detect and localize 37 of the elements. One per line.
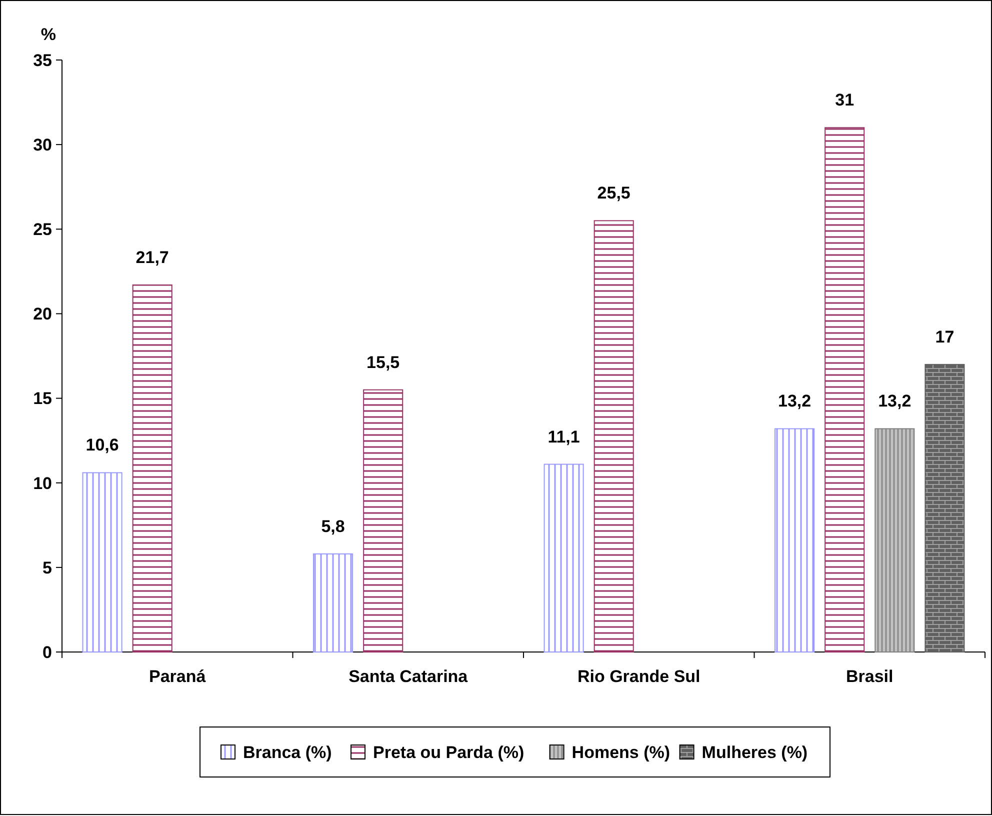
- data-label: 13,2: [878, 392, 912, 411]
- y-tick-label: 30: [33, 136, 52, 155]
- bar: [824, 127, 865, 652]
- legend-label: Preta ou Parda (%): [373, 742, 524, 762]
- bar: [82, 472, 122, 652]
- bar: [874, 428, 915, 652]
- bar: [594, 220, 634, 652]
- data-label: 10,6: [86, 436, 119, 455]
- data-label: 31: [835, 90, 854, 110]
- legend-label: Mulheres (%): [702, 742, 808, 762]
- y-tick-label: 5: [42, 558, 52, 578]
- data-label: 13,2: [778, 392, 812, 411]
- data-label: 15,5: [366, 352, 400, 372]
- legend-label: Homens (%): [572, 742, 670, 762]
- y-tick-label: 0: [42, 642, 52, 662]
- data-label: 25,5: [597, 184, 630, 203]
- y-tick-label: 15: [33, 389, 52, 408]
- x-tick-label: Brasil: [846, 667, 894, 686]
- y-tick-label: 35: [33, 50, 52, 70]
- bar: [132, 284, 172, 652]
- y-tick-label: 20: [33, 304, 52, 324]
- bar: [924, 364, 965, 652]
- y-axis-title: %: [40, 25, 56, 44]
- data-label: 11,1: [548, 427, 580, 446]
- bar: [774, 428, 815, 652]
- y-tick-label: 25: [33, 220, 52, 240]
- data-label: 5,8: [321, 516, 345, 536]
- data-label: 17: [935, 327, 954, 346]
- x-tick-label: Santa Catarina: [348, 667, 468, 686]
- legend-label: Branca (%): [243, 742, 332, 762]
- data-label: 21,7: [136, 248, 169, 267]
- bar: [544, 464, 584, 652]
- bar: [313, 553, 354, 652]
- x-tick-label: Paraná: [149, 667, 206, 686]
- bar: [363, 389, 404, 652]
- y-tick-label: 10: [33, 474, 52, 493]
- x-tick-label: Rio Grande Sul: [577, 667, 700, 686]
